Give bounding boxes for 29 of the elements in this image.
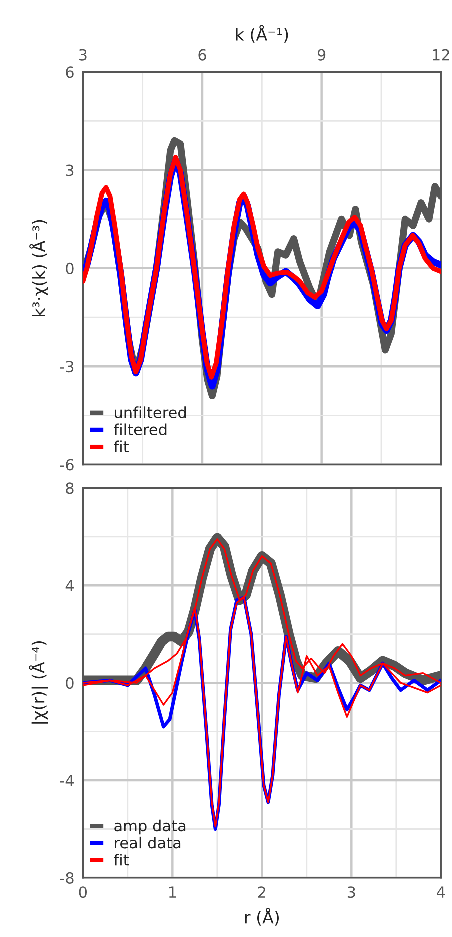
x-axis-title: r (Å) (245, 908, 280, 926)
x-tick-label: 0 (79, 886, 88, 898)
x-tick-label: 9 (318, 49, 326, 61)
x-tick-label: 3 (348, 886, 356, 898)
x-tick-label: 4 (437, 886, 446, 898)
x-tick-label: 3 (79, 49, 87, 61)
y-tick-label: -4 (60, 775, 74, 786)
y-tick-label: -8 (60, 872, 74, 884)
x-tick-label: 6 (198, 49, 206, 61)
y-tick-label: -3 (60, 361, 74, 373)
y-tick-label: 8 (66, 482, 74, 494)
legend-label: filtered (114, 424, 167, 436)
x-tick-label: 12 (433, 49, 450, 61)
y-tick-label: 3 (66, 164, 74, 176)
y-axis-title: k³·χ(k) (Å⁻³) (30, 220, 48, 316)
x-tick-label: 2 (258, 886, 266, 898)
y-tick-label: 0 (66, 262, 74, 274)
x-axis-title: k (Å⁻¹) (236, 25, 288, 43)
y-axis-title: |χ(r)| (Å⁻⁴) (29, 642, 48, 724)
x-tick-label: 1 (169, 886, 176, 898)
legend-label: real data (115, 836, 181, 849)
legend-label: fit (114, 854, 129, 866)
y-tick-label: 6 (66, 66, 74, 78)
y-tick-label: 0 (66, 678, 74, 690)
y-tick-label: -6 (60, 459, 74, 471)
legend-label: amp data (114, 820, 186, 835)
legend-label: unfiltered (115, 406, 186, 418)
y-tick-label: 4 (66, 580, 74, 592)
legend-label: fit (114, 440, 129, 452)
